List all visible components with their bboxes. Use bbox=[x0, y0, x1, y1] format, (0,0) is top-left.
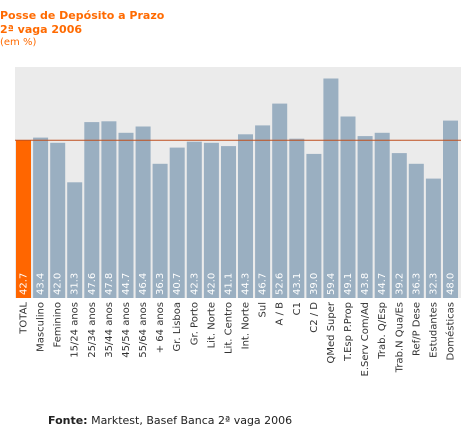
value-label-5: 47.8 bbox=[104, 273, 115, 295]
category-label-1: Masculino bbox=[36, 302, 47, 352]
bar-20 bbox=[357, 136, 373, 298]
chart-unit: (em %) bbox=[0, 37, 37, 48]
value-label-4: 47.6 bbox=[87, 273, 98, 295]
category-label-24: Estudantes bbox=[428, 302, 439, 358]
bar-7 bbox=[135, 126, 151, 298]
value-label-25: 48.0 bbox=[446, 273, 457, 295]
bar-8 bbox=[152, 163, 168, 298]
value-label-12: 41.1 bbox=[224, 273, 235, 295]
bar-15 bbox=[272, 103, 288, 298]
category-label-21: Trab. Q/Esp bbox=[377, 302, 388, 360]
bar-16 bbox=[289, 138, 305, 298]
bar-4 bbox=[84, 122, 100, 298]
value-label-1: 43.4 bbox=[36, 273, 47, 295]
value-label-19: 49.1 bbox=[343, 273, 354, 295]
value-label-9: 40.7 bbox=[172, 273, 183, 295]
value-label-8: 36.3 bbox=[155, 273, 166, 295]
value-label-2: 42.0 bbox=[53, 273, 64, 295]
bar-2 bbox=[50, 142, 66, 298]
category-label-11: Lit. Norte bbox=[206, 302, 217, 348]
value-label-16: 43.1 bbox=[292, 273, 303, 295]
category-label-20: E.Serv Com/Ad bbox=[360, 302, 371, 376]
chart-subtitle: 2ª vaga 2006 bbox=[0, 23, 83, 36]
bar-3 bbox=[67, 182, 83, 298]
bar-21 bbox=[374, 132, 390, 298]
category-label-8: + 64 anos bbox=[155, 302, 166, 353]
category-label-19: T.Esp P.Prop bbox=[343, 302, 354, 362]
bar-5 bbox=[101, 121, 117, 298]
source-text: Marktest, Basef Banca 2ª vaga 2006 bbox=[87, 414, 293, 427]
category-label-6: 45/54 anos bbox=[121, 302, 132, 358]
value-label-0: 42.7 bbox=[19, 273, 30, 295]
value-label-3: 31.3 bbox=[70, 273, 81, 295]
bar-13 bbox=[238, 134, 253, 298]
category-label-17: C2 / D bbox=[309, 302, 320, 333]
bar-chart: 42.7 43.4 42.0 31.3 47.6 47.8 44.7 46.4 36.3 40.7… bbox=[15, 67, 461, 376]
bar-14 bbox=[255, 125, 271, 299]
category-labels: TOTAL Masculino Feminino 15/24 anos 25/34 an… bbox=[19, 301, 457, 376]
bar-10 bbox=[186, 141, 202, 298]
category-label-22: Trab.N Qua/Es bbox=[394, 302, 405, 373]
value-label-14: 46.7 bbox=[258, 273, 269, 295]
value-labels: 42.7 43.4 42.0 31.3 47.6 47.8 44.7 46.4 36.3 40.7… bbox=[19, 273, 457, 295]
bar-18 bbox=[323, 78, 339, 298]
value-label-24: 32.3 bbox=[428, 273, 439, 295]
bar-1 bbox=[33, 137, 49, 298]
category-label-14: Sul bbox=[258, 302, 269, 317]
source-note: Fonte: Marktest, Basef Banca 2ª vaga 200… bbox=[48, 414, 292, 428]
category-label-10: Gr. Porto bbox=[189, 302, 200, 345]
category-label-25: Domésticas bbox=[445, 302, 457, 360]
category-label-7: 55/64 anos bbox=[138, 302, 149, 358]
category-label-13: Int. Norte bbox=[241, 302, 252, 349]
bar-0 bbox=[16, 140, 31, 298]
value-label-7: 46.4 bbox=[138, 273, 149, 295]
value-label-20: 43.8 bbox=[360, 273, 371, 295]
category-label-0: TOTAL bbox=[19, 302, 30, 335]
category-label-3: 15/24 anos bbox=[70, 302, 81, 358]
bar-24 bbox=[425, 178, 441, 298]
category-label-2: Feminino bbox=[53, 302, 64, 347]
category-label-18: QMed Super bbox=[326, 301, 337, 363]
source-label: Fonte: bbox=[48, 414, 88, 427]
value-label-18: 59.4 bbox=[326, 273, 337, 295]
value-label-13: 44.3 bbox=[241, 273, 252, 295]
category-label-16: C1 bbox=[292, 302, 303, 315]
value-label-22: 39.2 bbox=[394, 273, 405, 295]
value-label-17: 39.0 bbox=[309, 273, 320, 295]
category-label-15: A / B bbox=[275, 302, 286, 326]
category-label-23: Ref/P Dese bbox=[411, 302, 422, 356]
bar-23 bbox=[408, 163, 424, 298]
value-label-21: 44.7 bbox=[377, 273, 388, 295]
value-label-11: 42.0 bbox=[206, 273, 217, 295]
bar-17 bbox=[306, 153, 322, 298]
bar-11 bbox=[203, 142, 219, 298]
chart-title: Posse de Depósito a Prazo bbox=[0, 9, 165, 22]
bars bbox=[16, 78, 458, 299]
category-label-9: Gr. Lisboa bbox=[172, 302, 183, 351]
value-label-6: 44.7 bbox=[121, 273, 132, 295]
bar-12 bbox=[221, 146, 236, 298]
value-label-10: 42.3 bbox=[189, 273, 200, 295]
category-label-4: 25/34 anos bbox=[87, 302, 98, 358]
category-label-12: Lit. Centro bbox=[224, 302, 235, 354]
bar-19 bbox=[340, 116, 356, 298]
bar-25 bbox=[443, 120, 458, 298]
category-label-5: 35/44 anos bbox=[104, 302, 115, 358]
bar-22 bbox=[391, 153, 407, 298]
bar-9 bbox=[169, 147, 185, 298]
bar-6 bbox=[118, 132, 134, 298]
value-label-15: 52.6 bbox=[275, 273, 286, 295]
value-label-23: 36.3 bbox=[411, 273, 422, 295]
